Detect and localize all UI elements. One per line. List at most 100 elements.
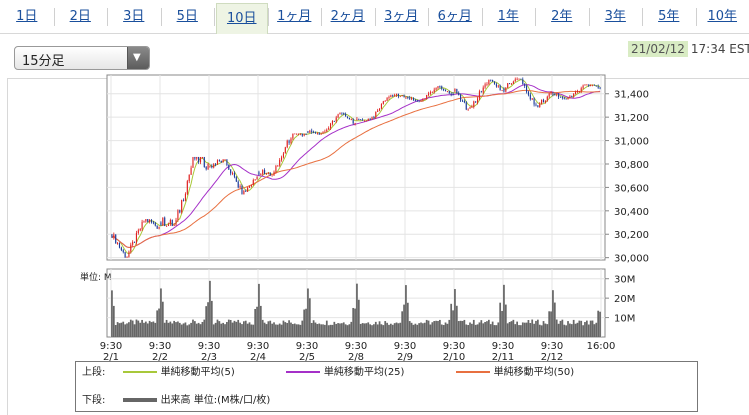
candle-body bbox=[156, 225, 158, 229]
volume-bar bbox=[555, 319, 558, 337]
timestamp-time: 17:34 EST bbox=[690, 42, 749, 56]
volume-bar bbox=[348, 324, 351, 337]
volume-bar bbox=[589, 320, 592, 337]
candle-body bbox=[595, 85, 597, 87]
candle-body bbox=[420, 100, 422, 102]
candle-body bbox=[488, 79, 490, 84]
volume-bar bbox=[561, 319, 564, 337]
volume-tick-label: 20M bbox=[614, 294, 635, 305]
candle-body bbox=[318, 133, 320, 135]
volume-bar bbox=[574, 323, 577, 337]
candle-body bbox=[509, 83, 511, 85]
tab-7[interactable]: 2ヶ月 bbox=[330, 9, 365, 24]
tab-4[interactable]: 5日 bbox=[176, 9, 198, 24]
tab-10[interactable]: 1年 bbox=[497, 9, 519, 24]
volume-bar bbox=[595, 322, 598, 337]
tab-1[interactable]: 1日 bbox=[16, 9, 38, 24]
tab-13[interactable]: 5年 bbox=[658, 9, 680, 24]
candle-body bbox=[360, 119, 362, 121]
tab-5[interactable]: 10日 bbox=[216, 3, 268, 34]
volume-bar bbox=[241, 324, 243, 337]
volume-bar bbox=[393, 323, 396, 337]
candle-body bbox=[211, 165, 213, 168]
candle-body bbox=[377, 110, 379, 112]
candle-body bbox=[556, 94, 558, 96]
volume-bar bbox=[341, 323, 343, 337]
volume-bar bbox=[544, 323, 547, 337]
tab-6[interactable]: 1ヶ月 bbox=[277, 9, 312, 24]
volume-bar bbox=[271, 323, 273, 337]
volume-bar bbox=[484, 322, 486, 337]
volume-bar bbox=[488, 319, 490, 337]
candle-body bbox=[171, 219, 173, 227]
tab-3[interactable]: 3日 bbox=[123, 9, 145, 24]
volume-bar bbox=[124, 324, 126, 337]
volume-bar bbox=[354, 308, 356, 337]
tab-8[interactable]: 3ヶ月 bbox=[384, 9, 419, 24]
candle-body bbox=[328, 128, 330, 130]
volume-bar bbox=[131, 320, 134, 337]
timestamp-date: 21/02/12 bbox=[628, 41, 688, 57]
volume-bar bbox=[301, 320, 304, 337]
volume-bar bbox=[148, 320, 151, 337]
candle-body bbox=[154, 222, 156, 226]
candle-body bbox=[164, 217, 166, 227]
candle-body bbox=[382, 101, 384, 104]
volume-bar bbox=[210, 300, 213, 337]
volume-bar bbox=[276, 324, 279, 337]
volume-bar bbox=[299, 324, 302, 337]
volume-bar bbox=[152, 321, 155, 337]
tab-11[interactable]: 2年 bbox=[551, 9, 573, 24]
interval-select[interactable]: 15分足 ▼ bbox=[14, 46, 150, 70]
candle-body bbox=[113, 234, 115, 238]
tab-9[interactable]: 6ヶ月 bbox=[437, 9, 472, 24]
candle-body bbox=[199, 156, 202, 163]
candle-body bbox=[273, 171, 275, 176]
candle-body bbox=[269, 172, 271, 176]
candle-body bbox=[149, 219, 151, 222]
volume-bar bbox=[199, 324, 202, 337]
tab-separator bbox=[267, 8, 269, 26]
candle-body bbox=[297, 133, 300, 135]
chevron-down-icon[interactable]: ▼ bbox=[127, 47, 149, 69]
candle-body bbox=[507, 83, 509, 88]
volume-bar bbox=[346, 325, 349, 337]
volume-bar bbox=[288, 320, 290, 337]
candle-body bbox=[350, 119, 352, 121]
candle-body bbox=[518, 78, 520, 80]
volume-bar bbox=[322, 324, 324, 337]
volume-bar bbox=[265, 324, 268, 337]
volume-bar bbox=[333, 321, 336, 337]
volume-bar bbox=[395, 322, 398, 337]
candle-body bbox=[597, 86, 599, 88]
volume-bar bbox=[273, 322, 275, 337]
candle-body bbox=[480, 91, 482, 93]
candle-body bbox=[426, 94, 428, 99]
volume-bar bbox=[235, 321, 238, 337]
volume-bar bbox=[576, 322, 579, 337]
volume-bar bbox=[120, 322, 123, 337]
volume-bar bbox=[261, 319, 264, 337]
candle-body bbox=[444, 90, 447, 92]
volume-bar bbox=[233, 320, 236, 337]
volume-bar bbox=[161, 301, 164, 337]
volume-bar bbox=[414, 323, 417, 337]
volume-bar bbox=[327, 325, 330, 337]
candle-body bbox=[431, 92, 433, 93]
candle-body bbox=[448, 91, 450, 94]
volume-bar bbox=[540, 325, 543, 337]
volume-bar bbox=[559, 320, 562, 337]
volume-bar bbox=[491, 321, 494, 337]
tab-separator bbox=[695, 8, 697, 26]
tab-12[interactable]: 3年 bbox=[604, 9, 626, 24]
candle-body bbox=[133, 241, 136, 243]
time-tick-label: 9:30 bbox=[198, 341, 220, 352]
candle-body bbox=[475, 101, 477, 103]
candle-body bbox=[405, 96, 407, 98]
tab-2[interactable]: 2日 bbox=[69, 9, 91, 24]
volume-bar bbox=[212, 324, 215, 337]
tab-14[interactable]: 10年 bbox=[707, 9, 738, 24]
candle-body bbox=[120, 247, 122, 251]
candle-body bbox=[531, 98, 533, 100]
volume-bar bbox=[344, 324, 347, 337]
